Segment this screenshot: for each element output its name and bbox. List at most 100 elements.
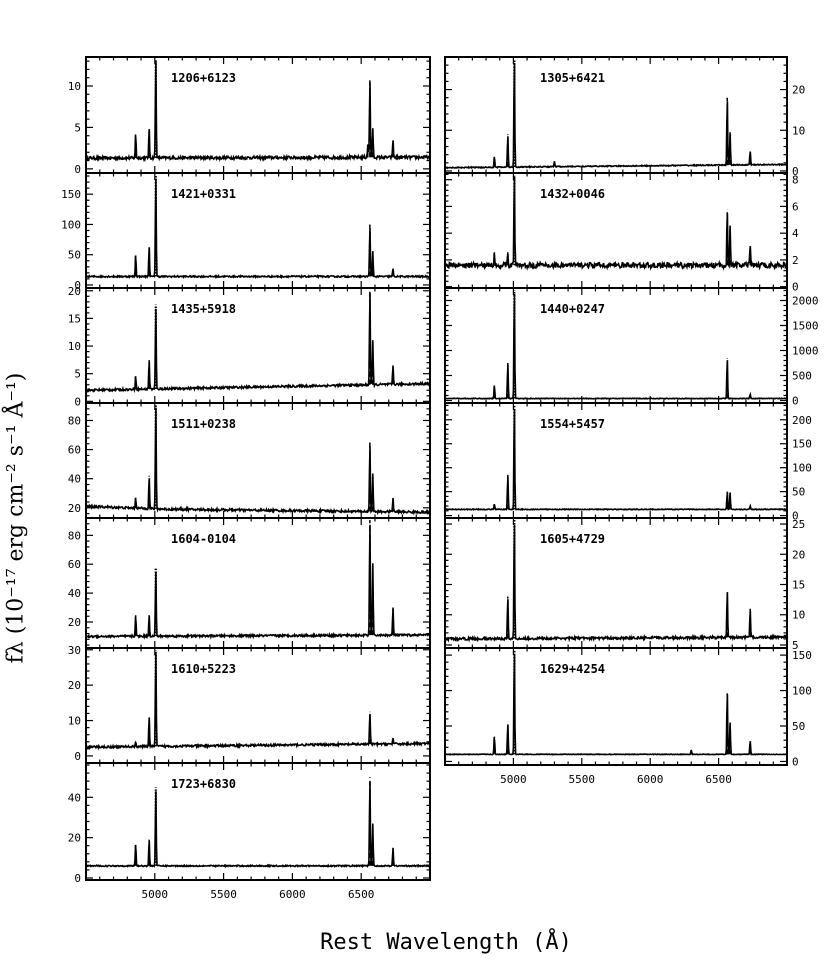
panel-label: 1604-0104 — [171, 532, 236, 546]
panel-label: 1511+0238 — [171, 417, 236, 431]
y-tick-label: 25 — [792, 518, 805, 531]
y-tick-label: 8 — [792, 174, 799, 187]
y-tick-label: 0 — [792, 755, 799, 768]
panel-label: 1435+5918 — [171, 302, 236, 316]
x-tick-label: 6500 — [705, 773, 732, 786]
panel-label: 1629+4254 — [540, 662, 605, 676]
panel-label: 1432+0046 — [540, 187, 605, 201]
panel-label: 1206+6123 — [171, 71, 236, 85]
spectrum-line — [85, 781, 431, 869]
panel-label: 1421+0331 — [171, 187, 236, 201]
spectrum-line — [444, 524, 788, 643]
y-tick-label: 40 — [68, 587, 81, 600]
x-tick-label: 6500 — [348, 888, 375, 901]
y-tick-label: 10 — [68, 715, 81, 728]
spectrum-panel-1435+5918: 0 5 10 15 20 1435+5918 — [68, 285, 431, 408]
panel-frame — [444, 402, 788, 519]
y-tick-label: 6 — [792, 200, 799, 213]
x-tick-label: 5500 — [210, 888, 237, 901]
y-tick-label: 0 — [792, 165, 799, 178]
panel-frame — [444, 56, 788, 174]
y-tick-label: 2000 — [792, 295, 819, 308]
y-tick-label: 80 — [68, 414, 81, 427]
y-tick-label: 100 — [792, 462, 812, 475]
panel-frame — [85, 172, 431, 289]
y-tick-label: 15 — [792, 579, 805, 592]
y-tick-label: 20 — [68, 616, 81, 629]
spectrum-panel-1206+6123: 0 5 10 1206+6123 — [68, 56, 431, 176]
y-tick-label: 0 — [74, 163, 81, 176]
y-tick-label: 100 — [792, 685, 812, 698]
y-tick-label: 50 — [68, 249, 81, 262]
y-tick-label: 500 — [792, 370, 812, 383]
y-tick-label: 10 — [792, 124, 805, 137]
spectrum-line — [444, 62, 788, 170]
panel-label: 1554+5457 — [540, 417, 605, 431]
y-tick-label: 80 — [68, 529, 81, 542]
y-tick-label: 50 — [792, 720, 805, 733]
y-tick-label: 20 — [68, 285, 81, 298]
spectrum-line — [444, 653, 788, 756]
y-tick-label: 0 — [74, 279, 81, 292]
panel-frame — [444, 647, 788, 766]
y-tick-label: 50 — [792, 486, 805, 499]
spectrum-line — [85, 61, 431, 163]
y-tick-label: 150 — [792, 649, 812, 662]
x-tick-label: 5000 — [500, 773, 527, 786]
spectrum-line — [444, 408, 788, 511]
spectrum-panel-1554+5457: 0 50 100 150 200 1554+5457 — [444, 402, 812, 523]
panel-frame — [85, 56, 431, 174]
y-tick-label: 40 — [68, 791, 81, 804]
spectrum-panel-1629+4254: 0 50 100 150 1629+4254 — [444, 647, 812, 768]
y-tick-label: 1000 — [792, 345, 819, 358]
spectrum-line — [85, 524, 431, 640]
panel-label: 1305+6421 — [540, 71, 605, 85]
y-tick-label: 0 — [792, 281, 799, 294]
panel-label: 1605+4729 — [540, 532, 605, 546]
y-tick-label: 5 — [792, 639, 799, 652]
y-tick-label: 150 — [61, 188, 81, 201]
spectrum-panel-1440+0247: 0 500 1000 1500 2000 1440+0247 — [444, 287, 819, 408]
spectrum-line — [85, 293, 431, 394]
spectrum-line — [444, 176, 788, 271]
spectrum-panel-1432+0046: 0 2 4 6 8 1432+0046 — [444, 172, 799, 294]
spectrum-panel-1305+6421: 0 10 20 1305+6421 — [444, 56, 805, 178]
x-axis-label: Rest Wavelength (Å) — [320, 930, 572, 955]
spectrum-panel-1723+6830: 0 20 40 1723+6830 — [68, 762, 431, 885]
x-tick-label: 6000 — [637, 773, 664, 786]
y-tick-label: 60 — [68, 444, 81, 457]
panel-frame — [85, 402, 431, 519]
spectrum-line — [85, 653, 431, 751]
panel-frame — [85, 762, 431, 881]
spectrum-panel-1604-0104: 20 40 60 80 1604-0104 — [68, 517, 431, 649]
panel-label: 1723+6830 — [171, 777, 236, 791]
y-tick-label: 5 — [74, 121, 81, 134]
panel-frame — [444, 287, 788, 404]
y-tick-label: 20 — [792, 84, 805, 97]
panel-frame — [444, 517, 788, 649]
y-tick-label: 10 — [792, 609, 805, 622]
panel-label: 1440+0247 — [540, 302, 605, 316]
spectrum-panel-1605+4729: 5 10 15 20 25 1605+4729 — [444, 517, 805, 652]
y-tick-label: 15 — [68, 312, 81, 325]
spectrum-line — [445, 293, 788, 400]
spectrum-panel-1610+5223: 0 10 20 30 1610+5223 — [68, 644, 431, 764]
panel-label: 1610+5223 — [171, 662, 236, 676]
y-tick-label: 1500 — [792, 320, 819, 333]
y-tick-label: 20 — [792, 548, 805, 561]
spectrum-line — [85, 407, 431, 516]
y-tick-label: 60 — [68, 558, 81, 571]
y-tick-label: 10 — [68, 340, 81, 353]
spectrum-line — [85, 178, 431, 280]
panel-frame — [444, 172, 788, 289]
y-tick-label: 0 — [792, 395, 799, 408]
spectrum-panel-1421+0331: 0 50 100 150 1421+0331 — [61, 172, 431, 292]
y-tick-label: 0 — [74, 872, 81, 885]
y-tick-label: 20 — [68, 502, 81, 515]
y-tick-label: 10 — [68, 80, 81, 93]
y-tick-label: 40 — [68, 473, 81, 486]
y-tick-label: 20 — [68, 679, 81, 692]
y-tick-label: 2 — [792, 254, 799, 267]
y-tick-label: 4 — [792, 227, 799, 240]
